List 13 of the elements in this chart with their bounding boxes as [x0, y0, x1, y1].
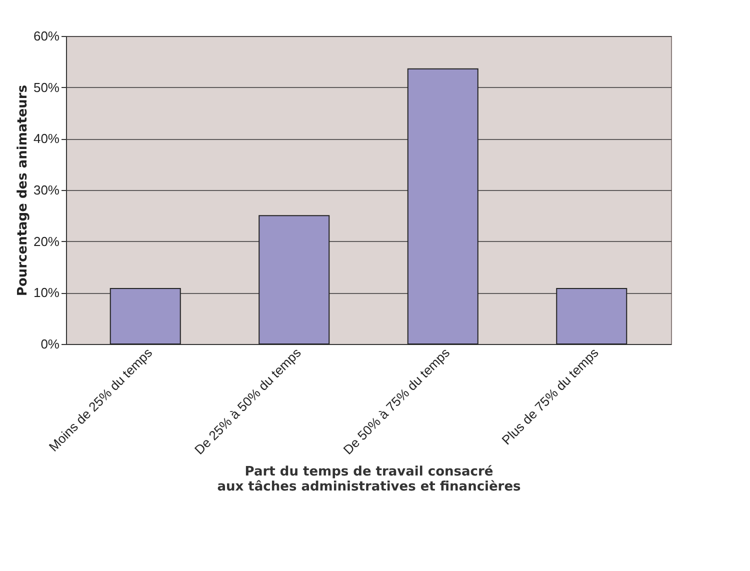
y-tick-label: 60%: [33, 28, 60, 44]
y-tick-label: 10%: [33, 285, 60, 300]
bar: [258, 215, 330, 344]
y-tick-label: 40%: [33, 131, 60, 146]
y-tick-label: 30%: [33, 182, 60, 198]
y-tick-label: 0%: [40, 336, 60, 352]
y-tick-label: 50%: [33, 80, 60, 95]
y-tick-label: 20%: [33, 234, 60, 249]
bar: [407, 68, 478, 344]
bar: [110, 288, 181, 344]
bar: [556, 288, 628, 344]
y-axis-title: Pourcentage des animateurs: [15, 84, 30, 296]
x-axis-title: Part du temps de travail consacré aux tâches administratives et financières: [217, 464, 522, 494]
